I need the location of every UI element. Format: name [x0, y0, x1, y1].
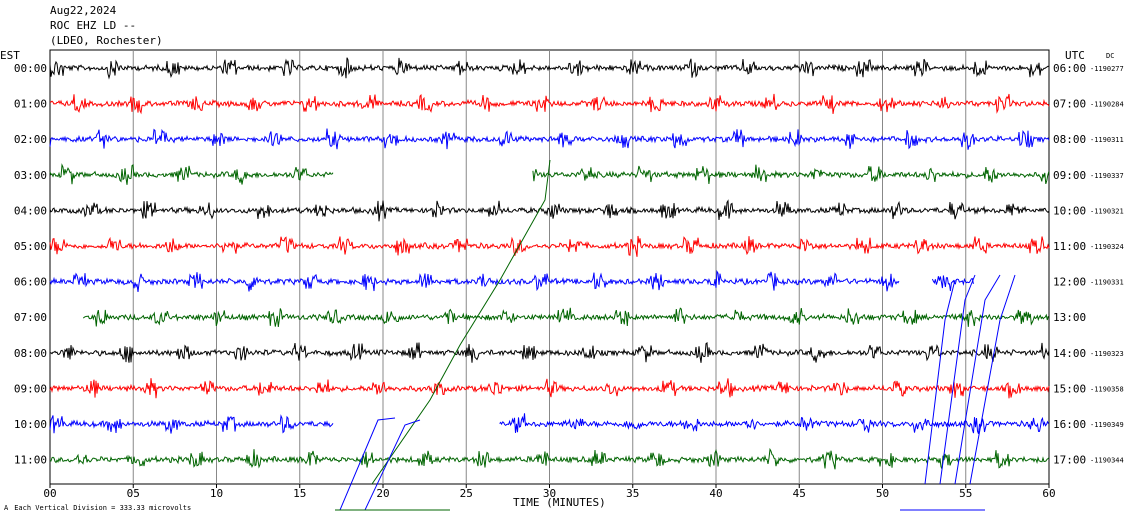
x-tick-label: 60 [1042, 487, 1055, 500]
x-tick-label: 25 [460, 487, 473, 500]
dc-label: DC [1106, 52, 1115, 60]
trace-7-b [931, 275, 974, 291]
left-time-label: 05:00 [14, 240, 47, 253]
dc-offset-label: -1190331 [1090, 279, 1124, 287]
excursion-blue [924, 279, 956, 485]
trace-4 [49, 163, 334, 185]
x-tick-label: 45 [793, 487, 806, 500]
x-tick-label: 50 [876, 487, 889, 500]
left-zone-label: EST [0, 49, 20, 62]
right-time-label: 14:00 [1053, 347, 1086, 360]
x-tick-label: 40 [709, 487, 722, 500]
trace-11-b [499, 413, 1049, 434]
excursion-blue [969, 274, 1016, 485]
right-time-label: 15:00 [1053, 382, 1086, 395]
right-time-label: 09:00 [1053, 169, 1086, 182]
x-tick-label: 20 [376, 487, 389, 500]
dc-offset-label: -1190358 [1090, 385, 1124, 393]
left-time-label: 08:00 [14, 347, 47, 360]
excursion-blue [339, 417, 396, 511]
x-tick-label: 35 [626, 487, 639, 500]
dc-offset-label: -1190277 [1090, 65, 1124, 73]
left-time-label: 09:00 [14, 382, 47, 395]
x-tick-label: 55 [959, 487, 972, 500]
right-time-label: 10:00 [1053, 204, 1086, 217]
header-network: (LDEO, Rochester) [50, 34, 163, 47]
trace-11 [49, 414, 334, 434]
trace-9 [49, 341, 1050, 363]
x-tick-label: 30 [543, 487, 556, 500]
left-time-label: 04:00 [14, 204, 47, 217]
trace-10 [49, 378, 1050, 399]
trace-6 [49, 235, 1050, 257]
right-time-label: 08:00 [1053, 133, 1086, 146]
dc-offset-label: -1190284 [1090, 101, 1124, 109]
footer-mark: A [4, 504, 9, 512]
dc-offset-label: -1190324 [1090, 243, 1124, 251]
left-time-label: 10:00 [14, 418, 47, 431]
x-tick-label: 05 [127, 487, 140, 500]
left-time-label: 11:00 [14, 454, 47, 467]
right-time-label: 06:00 [1053, 62, 1086, 75]
left-time-label: 02:00 [14, 133, 47, 146]
footer-note: A Each Vertical Division = 333.33 microvo… [4, 502, 191, 514]
footer-note-text: Each Vertical Division = 333.33 microvol… [14, 504, 192, 512]
right-time-label: 12:00 [1053, 276, 1086, 289]
right-time-label: 07:00 [1053, 98, 1086, 111]
header-station: ROC EHZ LD -- [50, 19, 137, 32]
right-time-label: 11:00 [1053, 240, 1086, 253]
left-time-label: 01:00 [14, 98, 47, 111]
x-tick-label: 10 [210, 487, 223, 500]
right-time-label: 16:00 [1053, 418, 1086, 431]
dc-offset-label: -1190323 [1090, 350, 1124, 358]
right-zone-label: UTC [1065, 49, 1085, 62]
trace-8 [82, 307, 1049, 327]
x-axis-label: TIME (MINUTES) [513, 496, 606, 509]
dc-offset-label: -1190311 [1090, 136, 1124, 144]
x-tick-label: 00 [43, 487, 56, 500]
dc-offset-label: -1190349 [1090, 421, 1124, 429]
header-date: Aug22,2024 [50, 4, 117, 17]
trace-7 [49, 270, 900, 292]
trace-12 [50, 447, 1050, 470]
excursion-blue [364, 419, 421, 511]
left-time-label: 07:00 [14, 311, 47, 324]
dc-offset-label: -1190321 [1090, 207, 1124, 215]
excursion-green [371, 159, 551, 485]
dc-offset-label: -1190344 [1090, 457, 1124, 465]
trace-1 [49, 57, 1050, 80]
trace-5 [49, 199, 1050, 222]
left-time-label: 00:00 [14, 62, 47, 75]
x-tick-label: 15 [293, 487, 306, 500]
excursion-blue [939, 274, 976, 485]
trace-3 [49, 128, 1050, 150]
right-time-label: 17:00 [1053, 454, 1086, 467]
right-time-label: 13:00 [1053, 311, 1086, 324]
left-time-label: 06:00 [14, 276, 47, 289]
excursion-blue [954, 274, 1001, 485]
dc-offset-label: -1190337 [1090, 172, 1124, 180]
trace-2 [49, 93, 1050, 115]
trace-4-b [532, 164, 1050, 185]
left-time-label: 03:00 [14, 169, 47, 182]
